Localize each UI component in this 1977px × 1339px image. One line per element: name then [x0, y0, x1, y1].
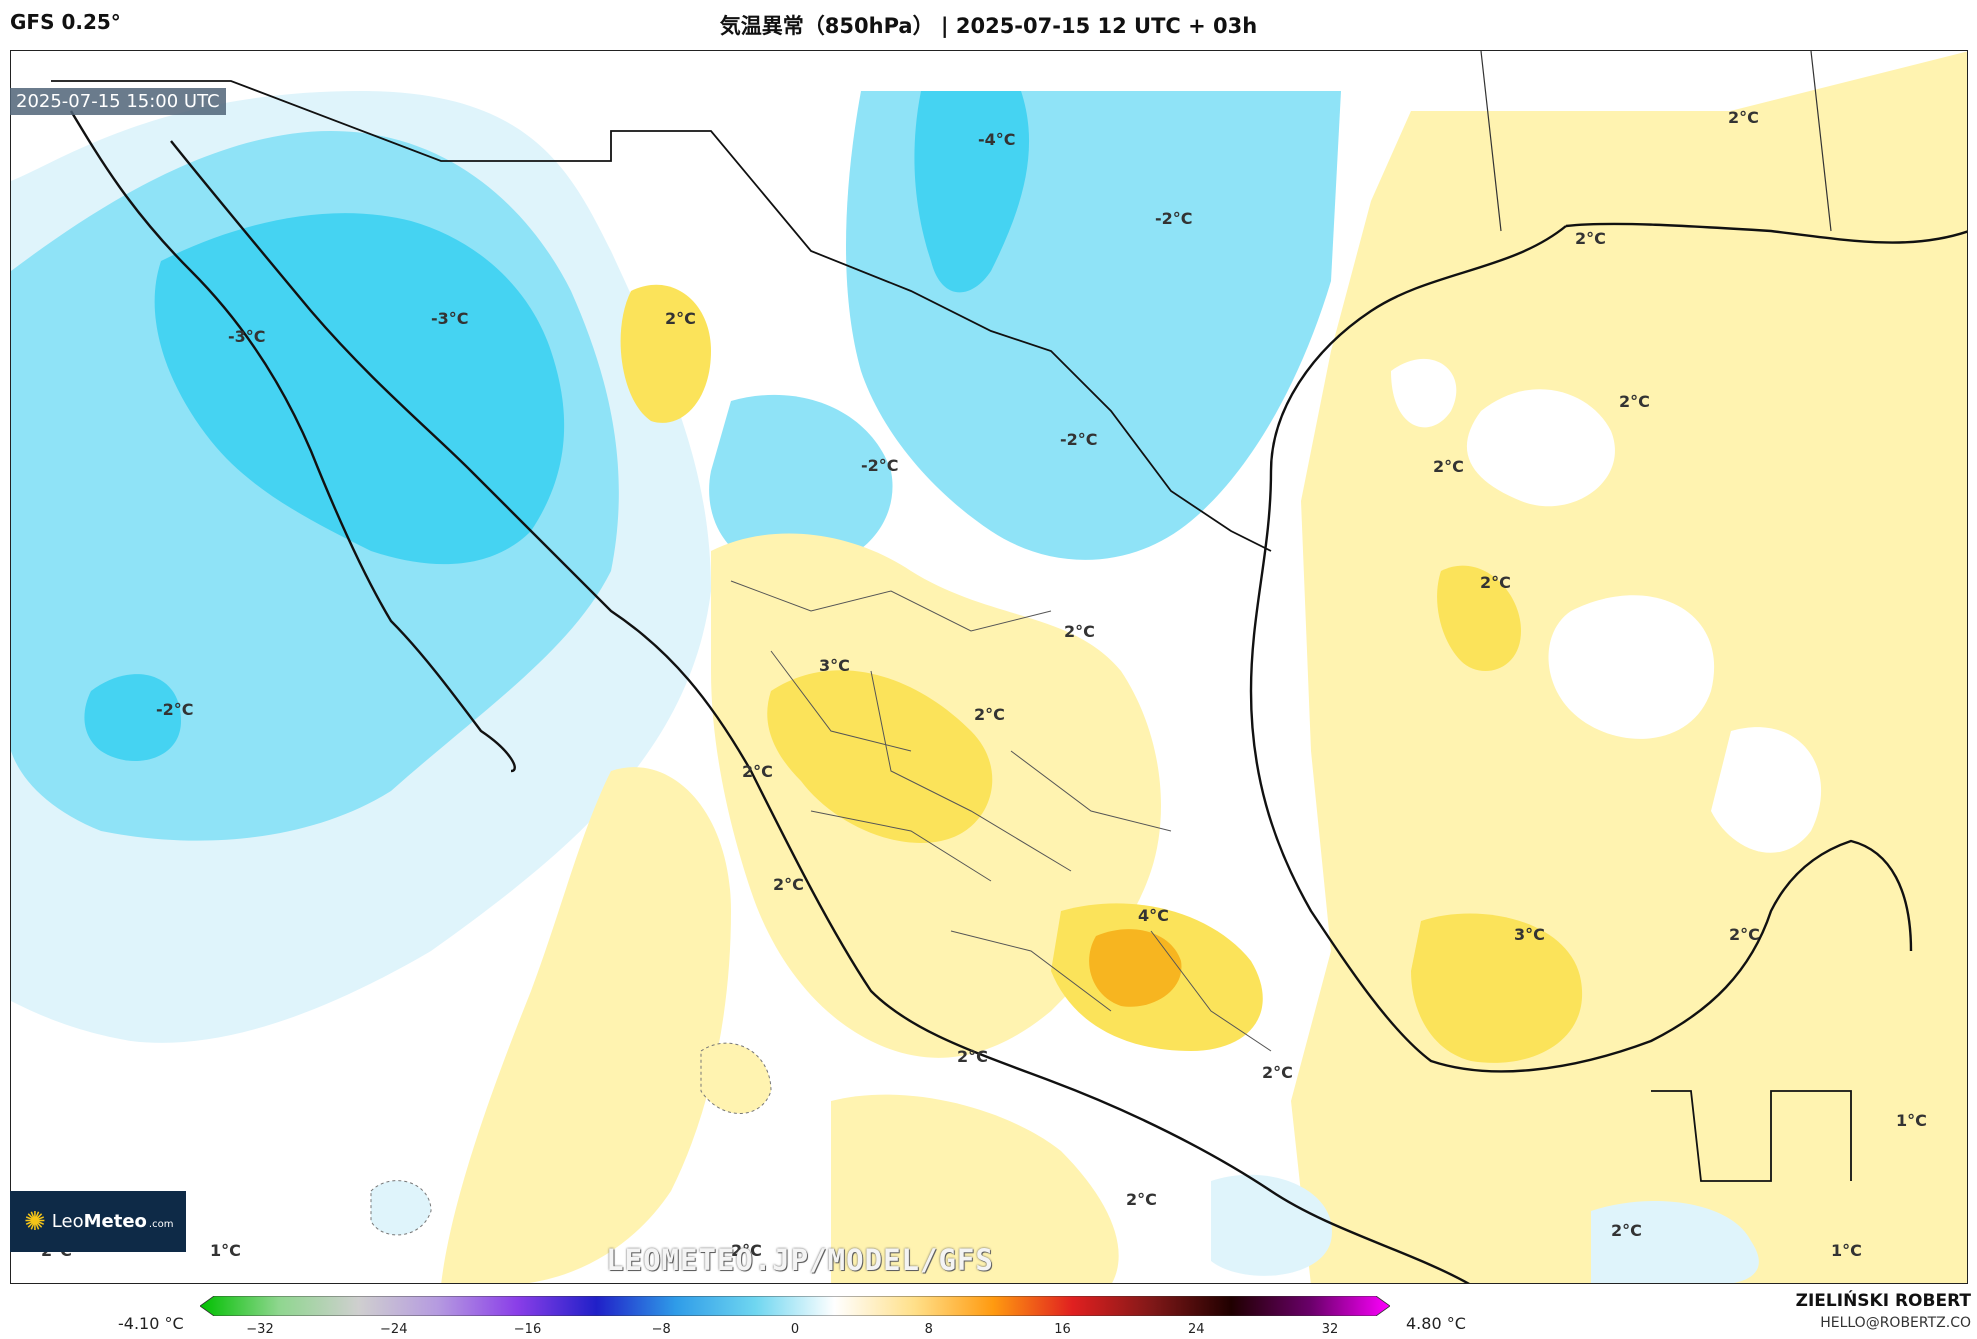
colorbar-tick: −8: [651, 1322, 671, 1337]
model-name: GFS 0.25°: [10, 10, 121, 34]
map-label: 2°C: [1611, 1221, 1642, 1240]
sun-icon: ✺: [24, 1206, 46, 1237]
map-label: 3°C: [819, 656, 850, 675]
logo-brand-a: Leo: [51, 1211, 84, 1232]
baja-coastline: [69, 110, 516, 773]
colorbar-tick: 32: [1321, 1322, 1339, 1337]
colorbar-tick: −16: [513, 1322, 542, 1337]
colorbar-tick: −32: [246, 1322, 274, 1337]
colorbar-tick: 24: [1187, 1322, 1205, 1337]
map-label: 2°C: [1729, 925, 1760, 944]
map-label: 2°C: [1064, 622, 1095, 641]
guatemala-border: [1651, 1090, 1852, 1182]
colorbar-tick: −24: [380, 1322, 408, 1337]
colorbar-tick: 8: [924, 1322, 933, 1337]
map-label: 1°C: [1831, 1241, 1862, 1260]
map-label: 2°C: [742, 762, 773, 781]
map-label: 2°C: [1433, 457, 1464, 476]
map-label: 2°C: [1480, 573, 1511, 592]
anomaly-map: -4°C -2°C -3°C -3°C -2°C -2°C -2°C 2°C 2…: [11, 51, 1967, 1283]
map-label: -3°C: [431, 309, 469, 328]
watermark: LEOMETEO.JP/MODEL/GFS: [606, 1243, 994, 1277]
temperature-labels: -4°C -2°C -3°C -3°C -2°C -2°C -2°C 2°C 2…: [41, 108, 1927, 1260]
map-label: 2°C: [1728, 108, 1759, 127]
map-label: 2°C: [731, 1241, 762, 1260]
leometeo-logo[interactable]: ✺ Leo Meteo .com: [10, 1191, 186, 1252]
map-label: -3°C: [228, 327, 266, 346]
map-label: -2°C: [1155, 209, 1193, 228]
logo-tld: .com: [148, 1219, 174, 1230]
map-panel[interactable]: -4°C -2°C -3°C -3°C -2°C -2°C -2°C 2°C 2…: [10, 50, 1968, 1284]
map-label: 2°C: [773, 875, 804, 894]
colorbar-tick: 0: [790, 1322, 800, 1337]
map-label: -2°C: [1060, 430, 1098, 449]
gulf-coastline: [1249, 225, 1913, 1073]
map-label: 2°C: [1262, 1063, 1293, 1082]
pacific-coastline: [170, 140, 1470, 1283]
colorbar-max-label: 4.80 °C: [1406, 1314, 1466, 1333]
map-label: 2°C: [665, 309, 696, 328]
map-label: 2°C: [1619, 392, 1650, 411]
colorbar-tick: 16: [1054, 1322, 1071, 1337]
colorbar: [200, 1296, 1390, 1316]
map-label: -4°C: [978, 130, 1016, 149]
warm-strong-center: [1089, 929, 1182, 1007]
map-label: -2°C: [861, 456, 899, 475]
us-mexico-border: [51, 80, 1272, 552]
map-label: 2°C: [1126, 1190, 1157, 1209]
credit-email[interactable]: HELLO@ROBERTZ.CO: [1820, 1315, 1971, 1331]
map-label: 2°C: [1575, 229, 1606, 248]
map-label: 1°C: [1896, 1111, 1927, 1130]
map-label: 4°C: [1138, 906, 1169, 925]
valid-time-badge: 2025-07-15 15:00 UTC: [10, 88, 226, 115]
map-label: 3°C: [1514, 925, 1545, 944]
logo-brand-b: Meteo: [83, 1211, 147, 1232]
map-label: -2°C: [156, 700, 194, 719]
colorbar-min-label: -4.10 °C: [118, 1314, 184, 1333]
map-label: 2°C: [974, 705, 1005, 724]
map-title: 気温異常（850hPa） | 2025-07-15 12 UTC + 03h: [719, 14, 1258, 38]
credit-name: ZIELIŃSKI ROBERT: [1795, 1291, 1971, 1311]
cold-strong-west: [154, 213, 565, 565]
map-label: 1°C: [210, 1241, 241, 1260]
map-label: 2°C: [957, 1047, 988, 1066]
